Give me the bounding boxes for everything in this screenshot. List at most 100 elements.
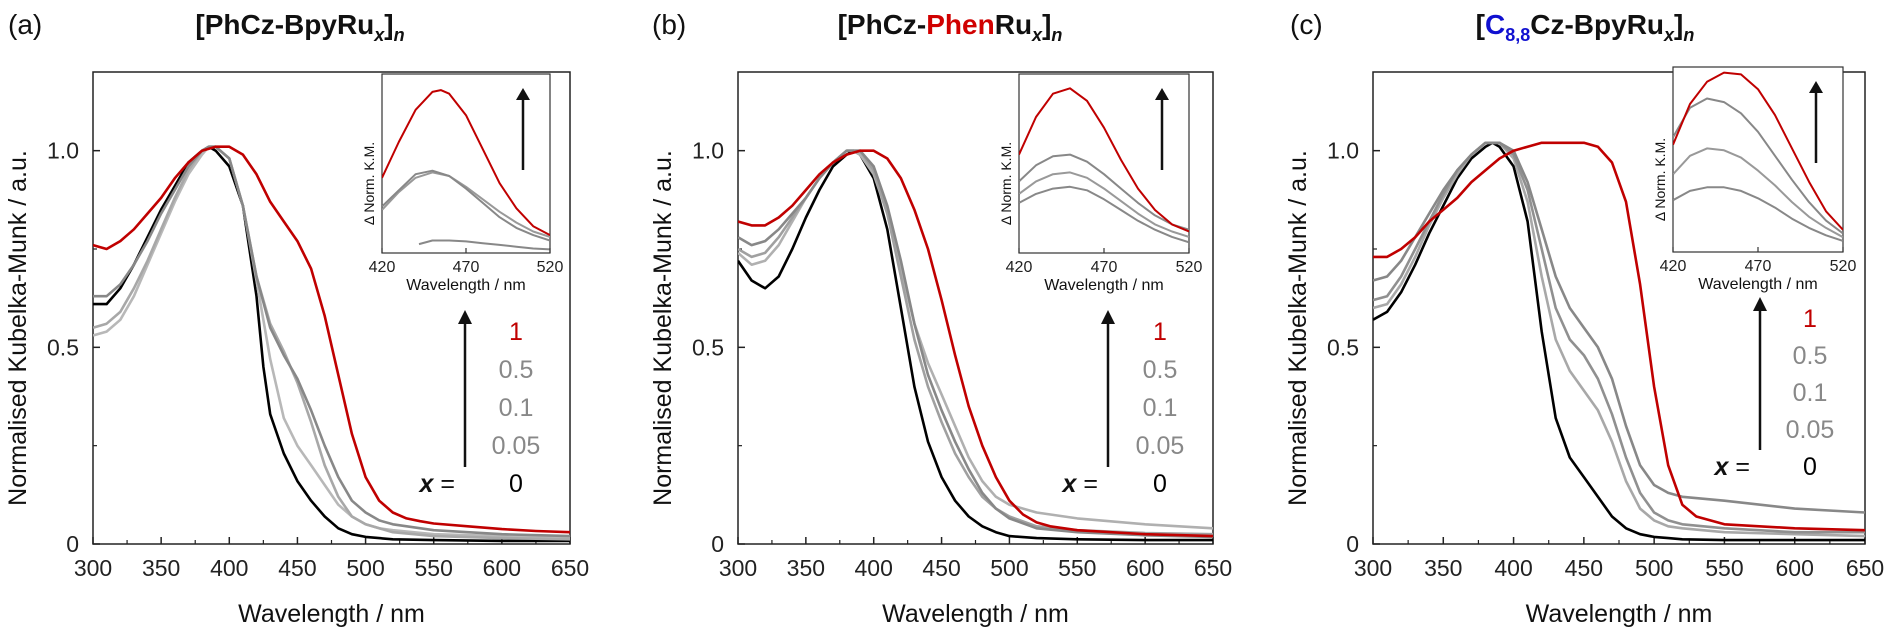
series-line-x-1 — [93, 145, 570, 534]
x-tick-label: 650 — [1194, 555, 1232, 581]
x-tick-label: 350 — [787, 555, 825, 581]
title-mid: Cz-Bpy — [1530, 9, 1627, 40]
inset-x-tick-label: 520 — [1830, 258, 1857, 275]
y-tick-label: 0 — [66, 531, 79, 557]
legend-value: 0.5 — [1793, 342, 1828, 370]
legend-value: 0.05 — [492, 432, 541, 460]
series-line-x-0p5 — [738, 149, 1213, 539]
title-highlight: Phen — [926, 9, 994, 40]
y-tick-label: 0 — [1346, 531, 1359, 557]
x-tick-label: 600 — [1126, 555, 1164, 581]
title-subscript-x: x — [1031, 25, 1043, 45]
x-tick-label: 500 — [990, 555, 1028, 581]
legend-x-label: x = — [418, 470, 455, 498]
inset-series-group — [382, 89, 550, 251]
legend-value: 1 — [1153, 318, 1167, 346]
inset-x-tick-label: 420 — [1006, 259, 1033, 276]
x-tick-label: 450 — [1565, 555, 1603, 581]
inset-x-tick-label: 520 — [537, 259, 564, 276]
title-prefix: [PhCz- — [838, 9, 927, 40]
legend-equals: = — [1076, 470, 1098, 498]
series-group — [738, 149, 1213, 542]
x-tick-label: 650 — [1846, 555, 1884, 581]
x-tick-label: 600 — [483, 555, 521, 581]
title-subscript-x: x — [1663, 25, 1675, 45]
inset-series-line — [1673, 147, 1843, 239]
x-tick-label: 550 — [1705, 555, 1743, 581]
title-prefix: [PhCz- — [195, 9, 284, 40]
legend-x-label: x = — [1061, 470, 1098, 498]
y-tick-label: 0.5 — [1327, 334, 1359, 360]
legend-x-symbol: x — [1713, 453, 1730, 481]
x-tick-label: 550 — [1058, 555, 1096, 581]
series-line-x-0 — [1373, 141, 1865, 542]
title-suffix: Ru — [995, 9, 1032, 40]
x-axis-label: Wavelength / nm — [238, 600, 425, 628]
title-prefix: [ — [1476, 9, 1485, 40]
legend-x-label: x = — [1713, 453, 1750, 481]
title-subscript-n: n — [1051, 25, 1062, 45]
x-tick-label: 450 — [278, 555, 316, 581]
series-group — [93, 145, 570, 543]
series-line-x-1 — [738, 149, 1213, 538]
inset-frame — [1672, 66, 1844, 253]
x-tick-label: 300 — [719, 555, 757, 581]
x-tick-label: 550 — [415, 555, 453, 581]
series-line-x-0p5 — [93, 145, 570, 538]
y-tick-label: 1.0 — [47, 138, 79, 164]
x-tick-label: 450 — [922, 555, 960, 581]
x-tick-label: 300 — [74, 555, 112, 581]
legend-value: 1 — [509, 318, 523, 346]
title-subscript-n: n — [1683, 25, 1694, 45]
x-tick-label: 600 — [1776, 555, 1814, 581]
legend-value: 0 — [509, 470, 523, 498]
inset-arrow-head — [1809, 81, 1823, 93]
x-tick-label: 400 — [210, 555, 248, 581]
x-tick-label: 650 — [551, 555, 589, 581]
chart-title: [C8,8Cz-BpyRux]n — [1476, 9, 1695, 45]
y-tick-label: 1.0 — [1327, 138, 1359, 164]
inset-arrow-head — [516, 88, 530, 100]
title-mid: Bpy — [284, 9, 337, 40]
inset-x-tick-label: 420 — [1660, 258, 1687, 275]
inset-series-line — [1019, 185, 1189, 244]
inset-chart: 420 470 520 Wavelength / nm Δ Norm. K.M. — [361, 73, 564, 294]
panel-label: (a) — [8, 9, 42, 40]
y-tick-label: 0.5 — [47, 334, 79, 360]
series-line-x-1 — [1373, 141, 1865, 532]
legend-equals: = — [433, 470, 455, 498]
series-line-x-0p1 — [1373, 141, 1865, 534]
inset-series-group — [1673, 71, 1843, 242]
inset-series-line — [418, 239, 550, 251]
inset-series-line — [1673, 186, 1843, 242]
legend-value: 0 — [1803, 453, 1817, 481]
title-close: ] — [1042, 9, 1051, 40]
y-axis-label: Normalised Kubelka-Munk / a.u. — [649, 150, 677, 506]
panel-label: (b) — [652, 9, 686, 40]
inset-series-line — [1019, 87, 1189, 233]
title-close: ] — [384, 9, 393, 40]
series-line-x-0p5 — [1373, 141, 1865, 514]
inset-y-axis-label: Δ Norm. K.M. — [998, 142, 1014, 225]
inset-x-tick-label: 470 — [453, 259, 480, 276]
legend-value: 0.1 — [499, 394, 534, 422]
legend-arrow-head — [1101, 310, 1115, 324]
legend-value: 1 — [1803, 305, 1817, 333]
title-subscript-n: n — [394, 25, 405, 45]
inset-x-axis-label: Wavelength / nm — [1698, 276, 1817, 293]
legend-x-symbol: x — [1061, 470, 1078, 498]
series-group — [1373, 141, 1865, 542]
inset-y-axis-label: Δ Norm. K.M. — [1652, 138, 1668, 221]
x-axis-label: Wavelength / nm — [882, 600, 1069, 628]
chart-title: [PhCz-BpyRux]n — [195, 9, 404, 45]
inset-x-axis-label: Wavelength / nm — [1044, 277, 1163, 294]
title-suffix: Ru — [337, 9, 374, 40]
inset-x-tick-label: 470 — [1091, 259, 1118, 276]
legend-value: 0.5 — [1143, 356, 1178, 384]
title-subscript-x: x — [373, 25, 385, 45]
y-tick-label: 1.0 — [692, 138, 724, 164]
inset-frame — [1018, 73, 1190, 254]
